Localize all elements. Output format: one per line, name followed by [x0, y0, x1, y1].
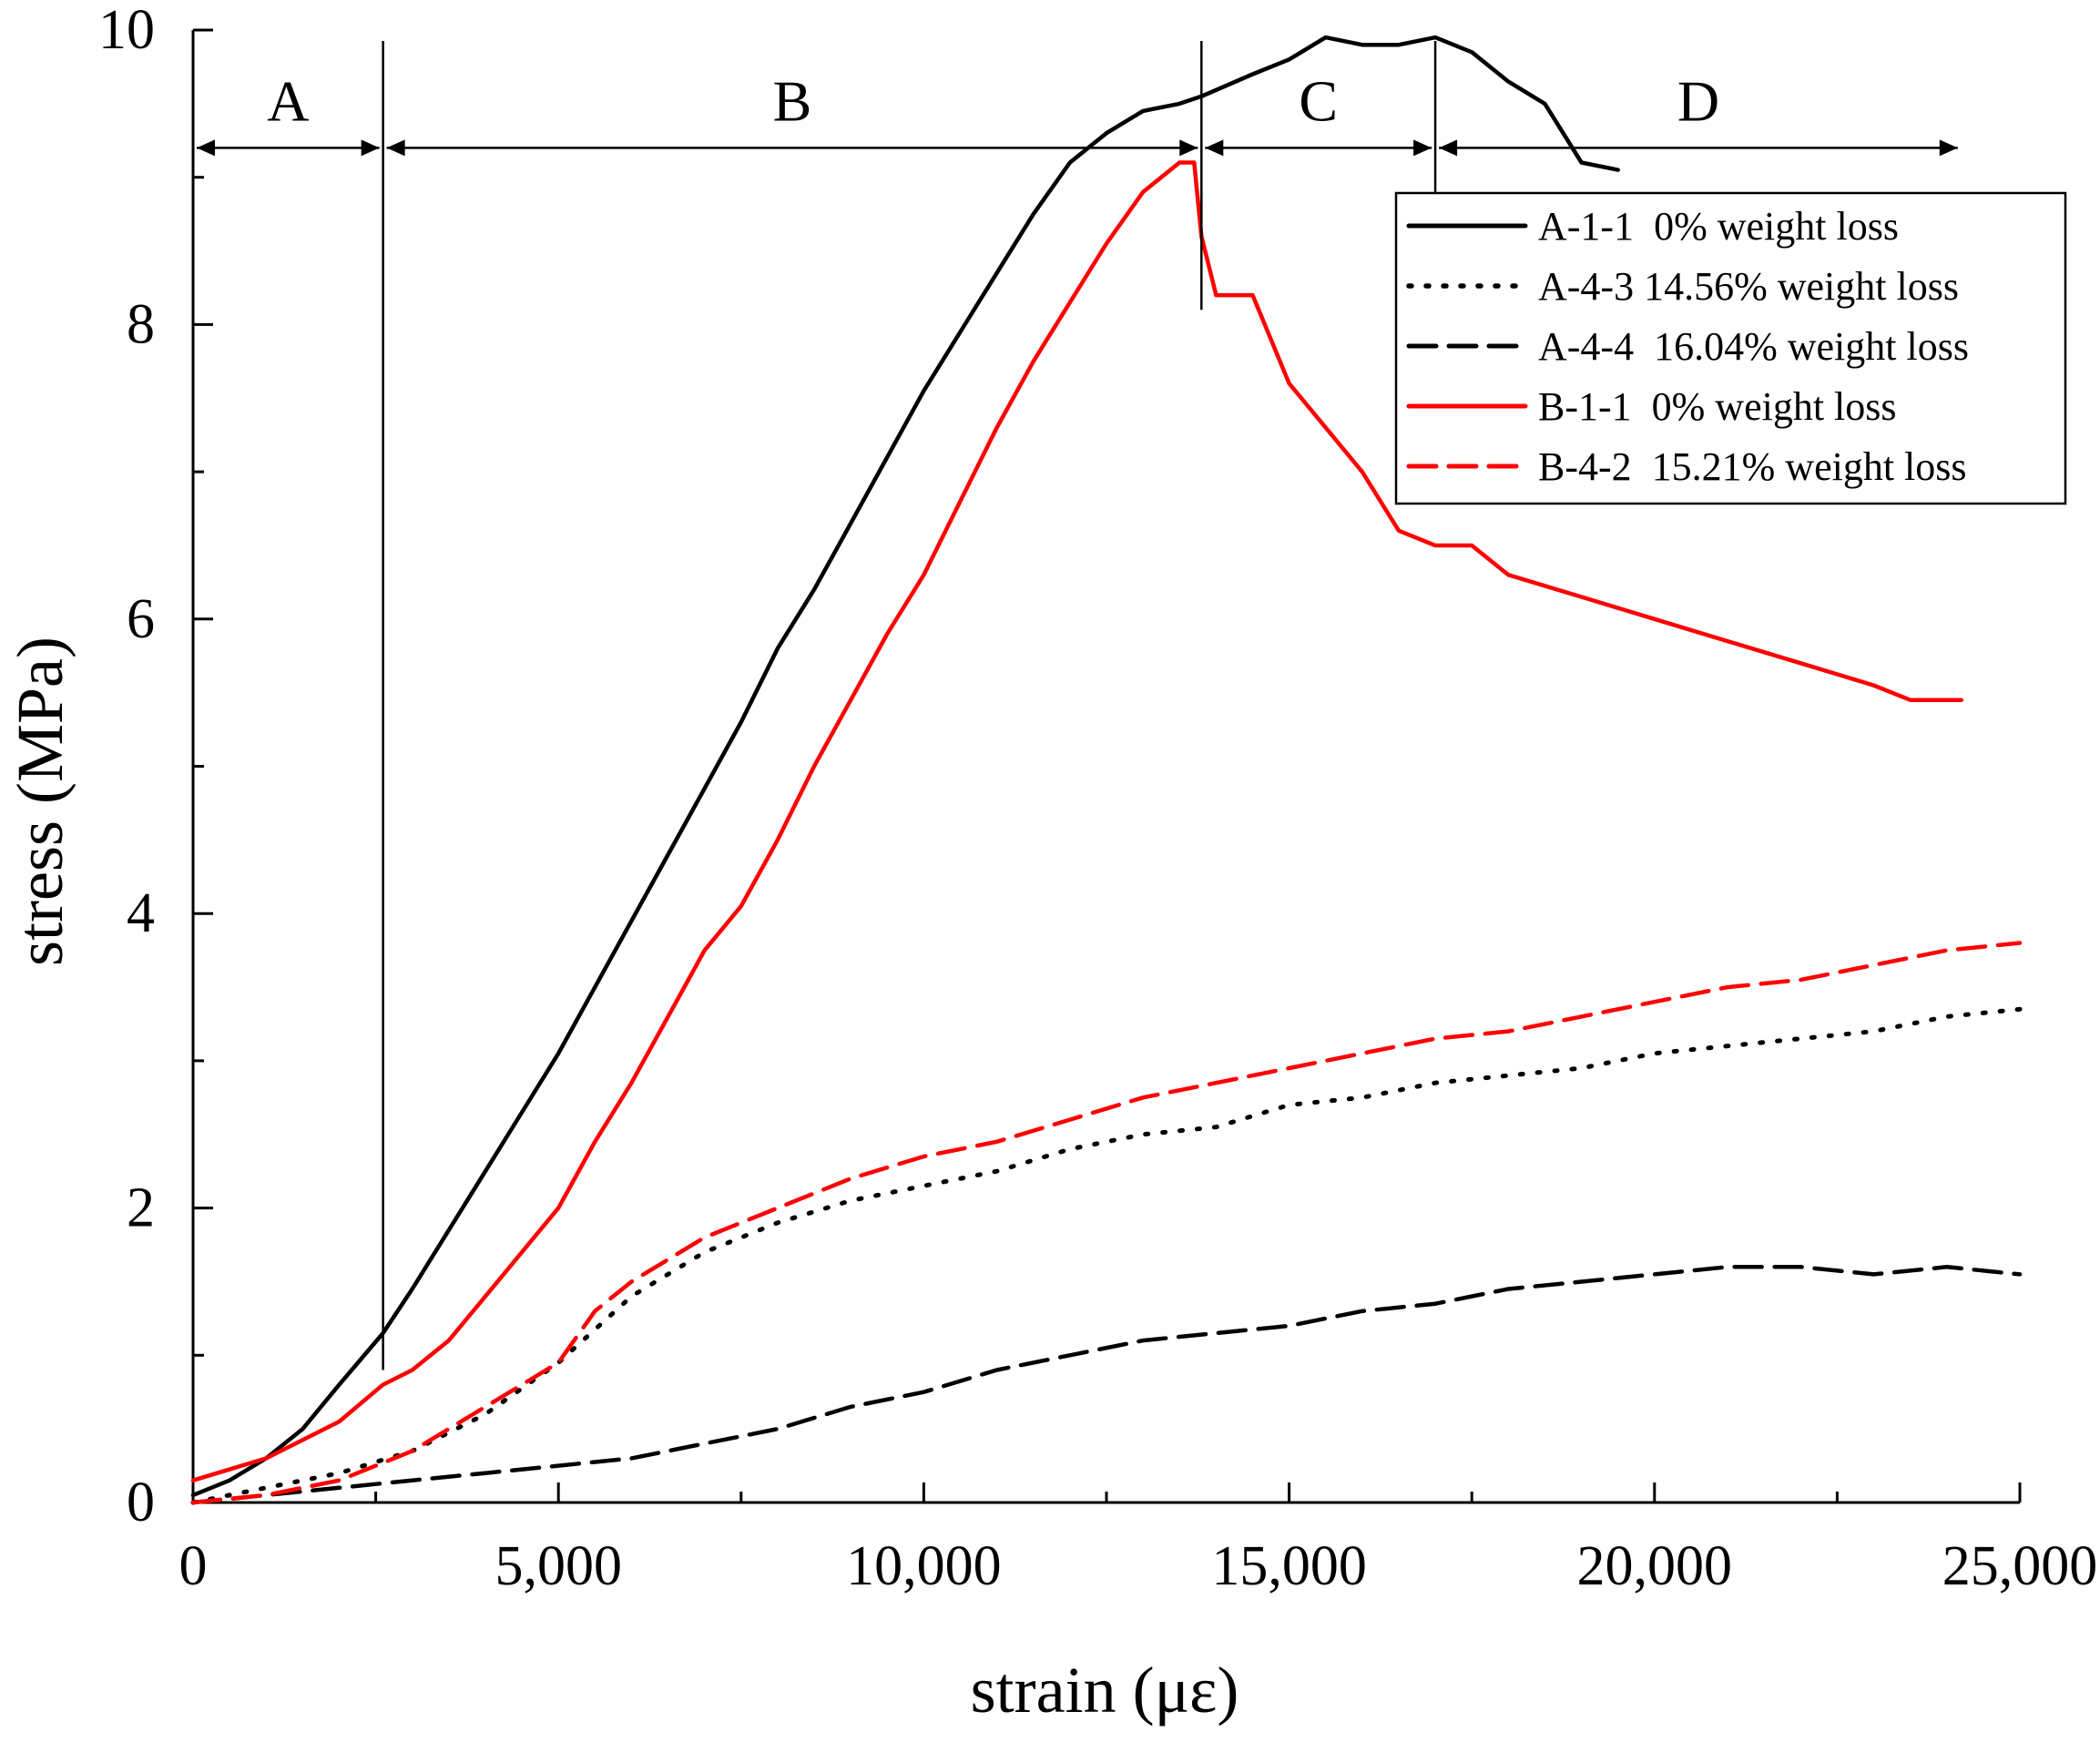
- series-line-4: [190, 941, 2023, 1505]
- region-arrow-head-left: [386, 139, 405, 157]
- region-label-C: C: [1299, 68, 1338, 133]
- region-arrow-head-left: [1439, 139, 1458, 157]
- legend: A-1-1 0% weight loss A-4-3 14.56% weight …: [1394, 191, 2067, 505]
- region-markers: A B C D: [197, 41, 1958, 1370]
- y-tick-label: 0: [127, 1472, 155, 1533]
- region-arrow-head-right: [1179, 139, 1198, 157]
- legend-label-4: B-4-2 15.21% weight loss: [1538, 444, 1967, 489]
- y-tick-label: 10: [98, 0, 155, 61]
- y-tick-label: 4: [127, 882, 155, 944]
- region-arrow-head-left: [1205, 139, 1224, 157]
- series-line-3: [190, 160, 1964, 1482]
- region-arrow-head-left: [197, 139, 215, 157]
- region-arrow-head-right: [361, 139, 380, 157]
- region-label-A: A: [267, 68, 309, 133]
- series-line-0: [190, 35, 1620, 1498]
- y-tick-label: 6: [127, 588, 155, 650]
- axis-ticks: 0 5,000 10,000 15,000 20,000 25,000 0 2 4 6 8 10: [98, 0, 2097, 1597]
- region-label-B: B: [773, 68, 812, 133]
- x-tick-label: 0: [179, 1535, 208, 1597]
- region-label-D: D: [1677, 68, 1719, 133]
- x-tick-label: 20,000: [1577, 1535, 1733, 1597]
- x-tick-label: 10,000: [846, 1535, 1002, 1597]
- y-axis-title: stress (MPa): [4, 637, 76, 966]
- series-lines: [190, 35, 2023, 1505]
- x-tick-label: 5,000: [494, 1535, 622, 1597]
- region-arrow-head-right: [1939, 139, 1958, 157]
- region-arrow-head-right: [1413, 139, 1432, 157]
- legend-label-3: B-1-1 0% weight loss: [1538, 384, 1897, 429]
- series-line-1: [190, 1006, 2023, 1505]
- y-tick-label: 8: [127, 293, 155, 355]
- legend-label-0: A-1-1 0% weight loss: [1538, 204, 1899, 249]
- series-line-2: [190, 1265, 2023, 1505]
- legend-label-2: A-4-4 16.04% weight loss: [1538, 324, 1969, 369]
- x-tick-label: 25,000: [1942, 1535, 2098, 1597]
- legend-label-1: A-4-3 14.56% weight loss: [1538, 264, 1959, 309]
- y-tick-label: 2: [127, 1177, 155, 1239]
- x-tick-label: 15,000: [1211, 1535, 1367, 1597]
- x-axis-title: strain (με): [971, 1654, 1239, 1727]
